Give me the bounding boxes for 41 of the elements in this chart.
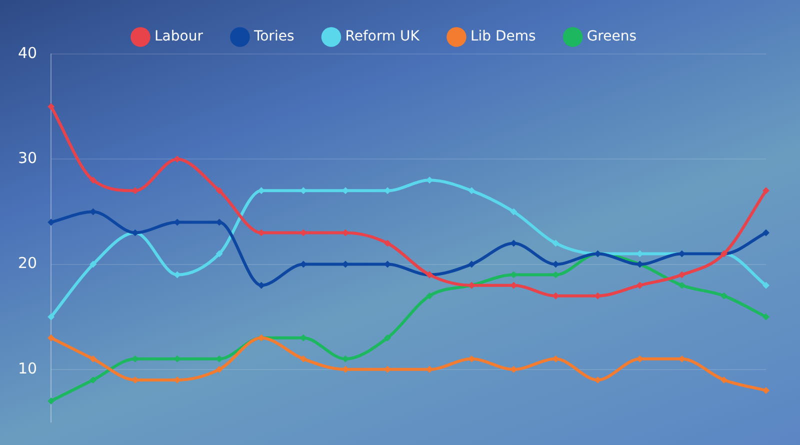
point xyxy=(90,176,97,184)
point xyxy=(762,313,770,320)
point xyxy=(468,260,476,268)
point xyxy=(258,282,265,289)
y-tick-label: 30 xyxy=(18,149,38,168)
point xyxy=(552,240,560,247)
legend-label: Labour xyxy=(154,28,204,45)
point xyxy=(90,376,97,384)
point xyxy=(48,334,55,342)
point xyxy=(468,187,476,194)
point xyxy=(510,208,518,216)
point xyxy=(678,282,686,289)
point xyxy=(678,271,686,278)
y-tick-label: 40 xyxy=(18,44,38,62)
point xyxy=(90,355,97,362)
y-tick-label: 20 xyxy=(18,254,38,272)
y-tick-label: 10 xyxy=(18,359,38,378)
point xyxy=(216,187,223,194)
point xyxy=(216,366,223,373)
point xyxy=(384,334,392,342)
point xyxy=(426,292,434,300)
legend-label: Tories xyxy=(252,28,294,45)
point xyxy=(636,282,644,289)
point xyxy=(720,292,728,300)
point xyxy=(216,250,223,258)
point xyxy=(762,386,770,394)
point xyxy=(48,397,55,404)
legend-label: Greens xyxy=(586,28,637,45)
point xyxy=(384,240,392,247)
point xyxy=(48,103,55,110)
point xyxy=(762,282,770,289)
point xyxy=(48,218,55,226)
point xyxy=(762,187,770,194)
point xyxy=(48,313,55,320)
point xyxy=(300,355,307,362)
point xyxy=(720,376,728,384)
legend-label: Lib Dems xyxy=(470,28,536,45)
point xyxy=(594,376,602,384)
legend-label: Reform UK xyxy=(345,28,420,45)
point xyxy=(762,229,770,236)
point xyxy=(90,260,97,268)
